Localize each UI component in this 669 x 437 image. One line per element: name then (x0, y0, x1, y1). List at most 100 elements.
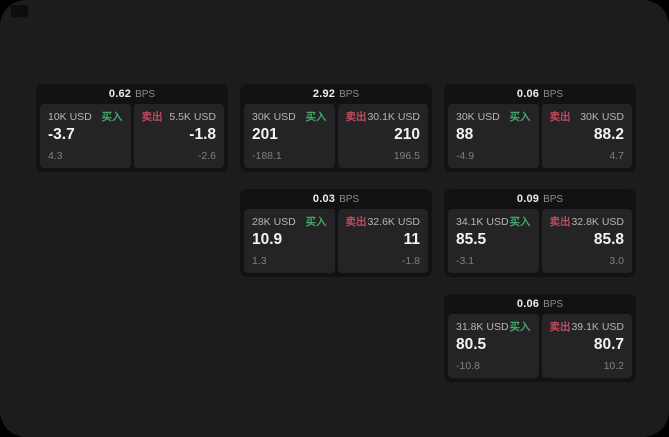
buy-price: 201 (252, 126, 278, 143)
buy-panel[interactable]: 34.1K USD 买入 85.5 -3.1 (448, 209, 539, 273)
sell-panel-top: 卖出 32.6K USD (346, 216, 421, 228)
quote-card: 0.06 BPS 30K USD 买入 88 -4.9 卖出 30K USD 8… (444, 84, 636, 172)
buy-panel[interactable]: 30K USD 买入 88 -4.9 (448, 104, 539, 168)
buy-delta: -188.1 (252, 150, 282, 162)
sell-panel-top: 卖出 30.1K USD (346, 111, 421, 123)
quote-panels: 10K USD 买入 -3.7 4.3 卖出 5.5K USD -1.8 -2.… (36, 104, 228, 172)
sell-price: 88.2 (593, 126, 624, 143)
sell-panel-top: 卖出 39.1K USD (550, 321, 625, 333)
buy-side-label: 买入 (509, 321, 531, 333)
sell-amount: 30.1K USD (367, 111, 420, 123)
sell-panel[interactable]: 卖出 39.1K USD 80.7 10.2 (541, 314, 632, 378)
bps-value: 0.09 (516, 193, 540, 205)
sell-amount: 32.6K USD (367, 216, 420, 228)
buy-price: 80.5 (456, 336, 487, 353)
sell-panel-top: 卖出 5.5K USD (142, 111, 217, 123)
bps-suffix-label: BPS (339, 88, 360, 100)
app-menu-icon[interactable] (11, 5, 28, 17)
sell-panel[interactable]: 卖出 32.8K USD 85.8 3.0 (541, 209, 632, 273)
buy-delta: 4.3 (48, 150, 63, 162)
card-header: 0.09 BPS (444, 189, 636, 209)
buy-panel[interactable]: 28K USD 买入 10.9 1.3 (244, 209, 335, 273)
sell-panel[interactable]: 卖出 5.5K USD -1.8 -2.6 (133, 104, 224, 168)
buy-panel-top: 34.1K USD 买入 (456, 216, 531, 228)
sell-panel[interactable]: 卖出 30.1K USD 210 196.5 (337, 104, 428, 168)
buy-price: 88 (456, 126, 474, 143)
quote-cards-grid: 0.62 BPS 10K USD 买入 -3.7 4.3 卖出 5.5K USD… (36, 84, 636, 382)
buy-panel[interactable]: 31.8K USD 买入 80.5 -10.8 (448, 314, 539, 378)
sell-price: 85.8 (593, 231, 624, 248)
card-header: 0.06 BPS (444, 84, 636, 104)
bps-value: 0.03 (312, 193, 336, 205)
sell-delta: -1.8 (401, 255, 420, 267)
buy-amount: 30K USD (456, 111, 500, 123)
quote-card: 0.62 BPS 10K USD 买入 -3.7 4.3 卖出 5.5K USD… (36, 84, 228, 172)
quote-card: 0.09 BPS 34.1K USD 买入 85.5 -3.1 卖出 32.8K… (444, 189, 636, 277)
sell-delta: 10.2 (603, 360, 624, 372)
buy-delta: -4.9 (456, 150, 475, 162)
sell-side-label: 卖出 (345, 111, 367, 123)
bps-value: 0.62 (108, 88, 132, 100)
quote-card: 2.92 BPS 30K USD 买入 201 -188.1 卖出 30.1K … (240, 84, 432, 172)
sell-amount: 30K USD (580, 111, 624, 123)
buy-panel-top: 30K USD 买入 (252, 111, 327, 123)
bps-suffix-label: BPS (135, 88, 156, 100)
buy-panel-top: 31.8K USD 买入 (456, 321, 531, 333)
buy-side-label: 买入 (101, 111, 123, 123)
buy-delta: -10.8 (456, 360, 480, 372)
card-header: 0.06 BPS (444, 294, 636, 314)
buy-price: 85.5 (456, 231, 487, 248)
buy-side-label: 买入 (305, 111, 327, 123)
sell-delta: 3.0 (609, 255, 624, 267)
buy-amount: 28K USD (252, 216, 296, 228)
buy-panel-top: 10K USD 买入 (48, 111, 123, 123)
bps-value: 0.06 (516, 298, 540, 310)
quote-panels: 30K USD 买入 88 -4.9 卖出 30K USD 88.2 4.7 (444, 104, 636, 172)
quote-card: 0.03 BPS 28K USD 买入 10.9 1.3 卖出 32.6K US… (240, 189, 432, 277)
buy-price: -3.7 (48, 126, 75, 143)
buy-delta: 1.3 (252, 255, 267, 267)
card-header: 0.62 BPS (36, 84, 228, 104)
sell-panel[interactable]: 卖出 30K USD 88.2 4.7 (541, 104, 632, 168)
card-header: 2.92 BPS (240, 84, 432, 104)
sell-amount: 32.8K USD (571, 216, 624, 228)
sell-price: 80.7 (593, 336, 624, 353)
bps-suffix-label: BPS (543, 88, 564, 100)
buy-side-label: 买入 (509, 111, 531, 123)
sell-side-label: 卖出 (141, 111, 163, 123)
sell-price: 210 (394, 126, 420, 143)
quote-panels: 31.8K USD 买入 80.5 -10.8 卖出 39.1K USD 80.… (444, 314, 636, 382)
sell-panel-top: 卖出 30K USD (550, 111, 625, 123)
bps-suffix-label: BPS (543, 193, 564, 205)
sell-price: -1.8 (189, 126, 216, 143)
buy-panel[interactable]: 10K USD 买入 -3.7 4.3 (40, 104, 131, 168)
bps-value: 0.06 (516, 88, 540, 100)
quote-panels: 30K USD 买入 201 -188.1 卖出 30.1K USD 210 1… (240, 104, 432, 172)
buy-amount: 30K USD (252, 111, 296, 123)
sell-amount: 39.1K USD (571, 321, 624, 333)
buy-amount: 34.1K USD (456, 216, 509, 228)
sell-side-label: 卖出 (549, 321, 571, 333)
quote-panels: 28K USD 买入 10.9 1.3 卖出 32.6K USD 11 -1.8 (240, 209, 432, 277)
bps-suffix-label: BPS (339, 193, 360, 205)
sell-panel-top: 卖出 32.8K USD (550, 216, 625, 228)
buy-side-label: 买入 (509, 216, 531, 228)
buy-amount: 31.8K USD (456, 321, 509, 333)
buy-price: 10.9 (252, 231, 283, 248)
sell-delta: -2.6 (197, 150, 216, 162)
sell-side-label: 卖出 (549, 111, 571, 123)
quote-panels: 34.1K USD 买入 85.5 -3.1 卖出 32.8K USD 85.8… (444, 209, 636, 277)
bps-value: 2.92 (312, 88, 336, 100)
sell-delta: 196.5 (393, 150, 420, 162)
buy-amount: 10K USD (48, 111, 92, 123)
sell-panel[interactable]: 卖出 32.6K USD 11 -1.8 (337, 209, 428, 273)
sell-side-label: 卖出 (345, 216, 367, 228)
buy-side-label: 买入 (305, 216, 327, 228)
buy-panel-top: 30K USD 买入 (456, 111, 531, 123)
sell-side-label: 卖出 (549, 216, 571, 228)
buy-panel[interactable]: 30K USD 买入 201 -188.1 (244, 104, 335, 168)
quote-card: 0.06 BPS 31.8K USD 买入 80.5 -10.8 卖出 39.1… (444, 294, 636, 382)
card-header: 0.03 BPS (240, 189, 432, 209)
buy-panel-top: 28K USD 买入 (252, 216, 327, 228)
